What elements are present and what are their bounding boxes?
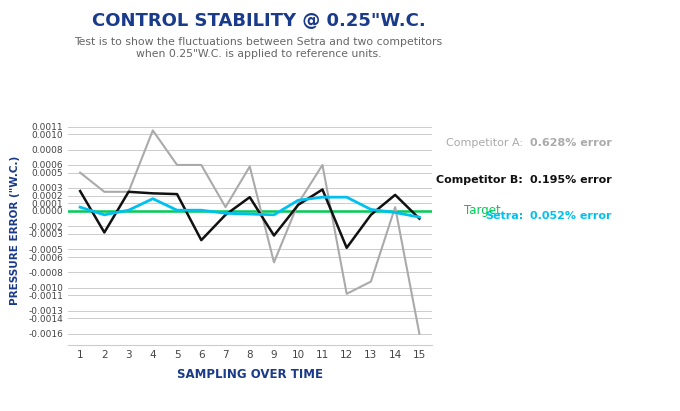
Text: 0.195% error: 0.195% error [530, 175, 611, 185]
Text: Competitor B:: Competitor B: [437, 175, 523, 185]
Text: Test is to show the fluctuations between Setra and two competitors
when 0.25"W.C: Test is to show the fluctuations between… [74, 37, 443, 59]
Text: 0.052% error: 0.052% error [530, 211, 611, 222]
X-axis label: SAMPLING OVER TIME: SAMPLING OVER TIME [177, 368, 323, 381]
Text: 0.628% error: 0.628% error [530, 138, 612, 148]
Text: Setra:: Setra: [485, 211, 523, 222]
Text: Target: Target [464, 205, 500, 217]
Y-axis label: PRESSURE ERROR ("W.C.): PRESSURE ERROR ("W.C.) [10, 155, 20, 305]
Text: Competitor A:: Competitor A: [446, 138, 523, 148]
Text: CONTROL STABILITY @ 0.25"W.C.: CONTROL STABILITY @ 0.25"W.C. [92, 12, 425, 30]
